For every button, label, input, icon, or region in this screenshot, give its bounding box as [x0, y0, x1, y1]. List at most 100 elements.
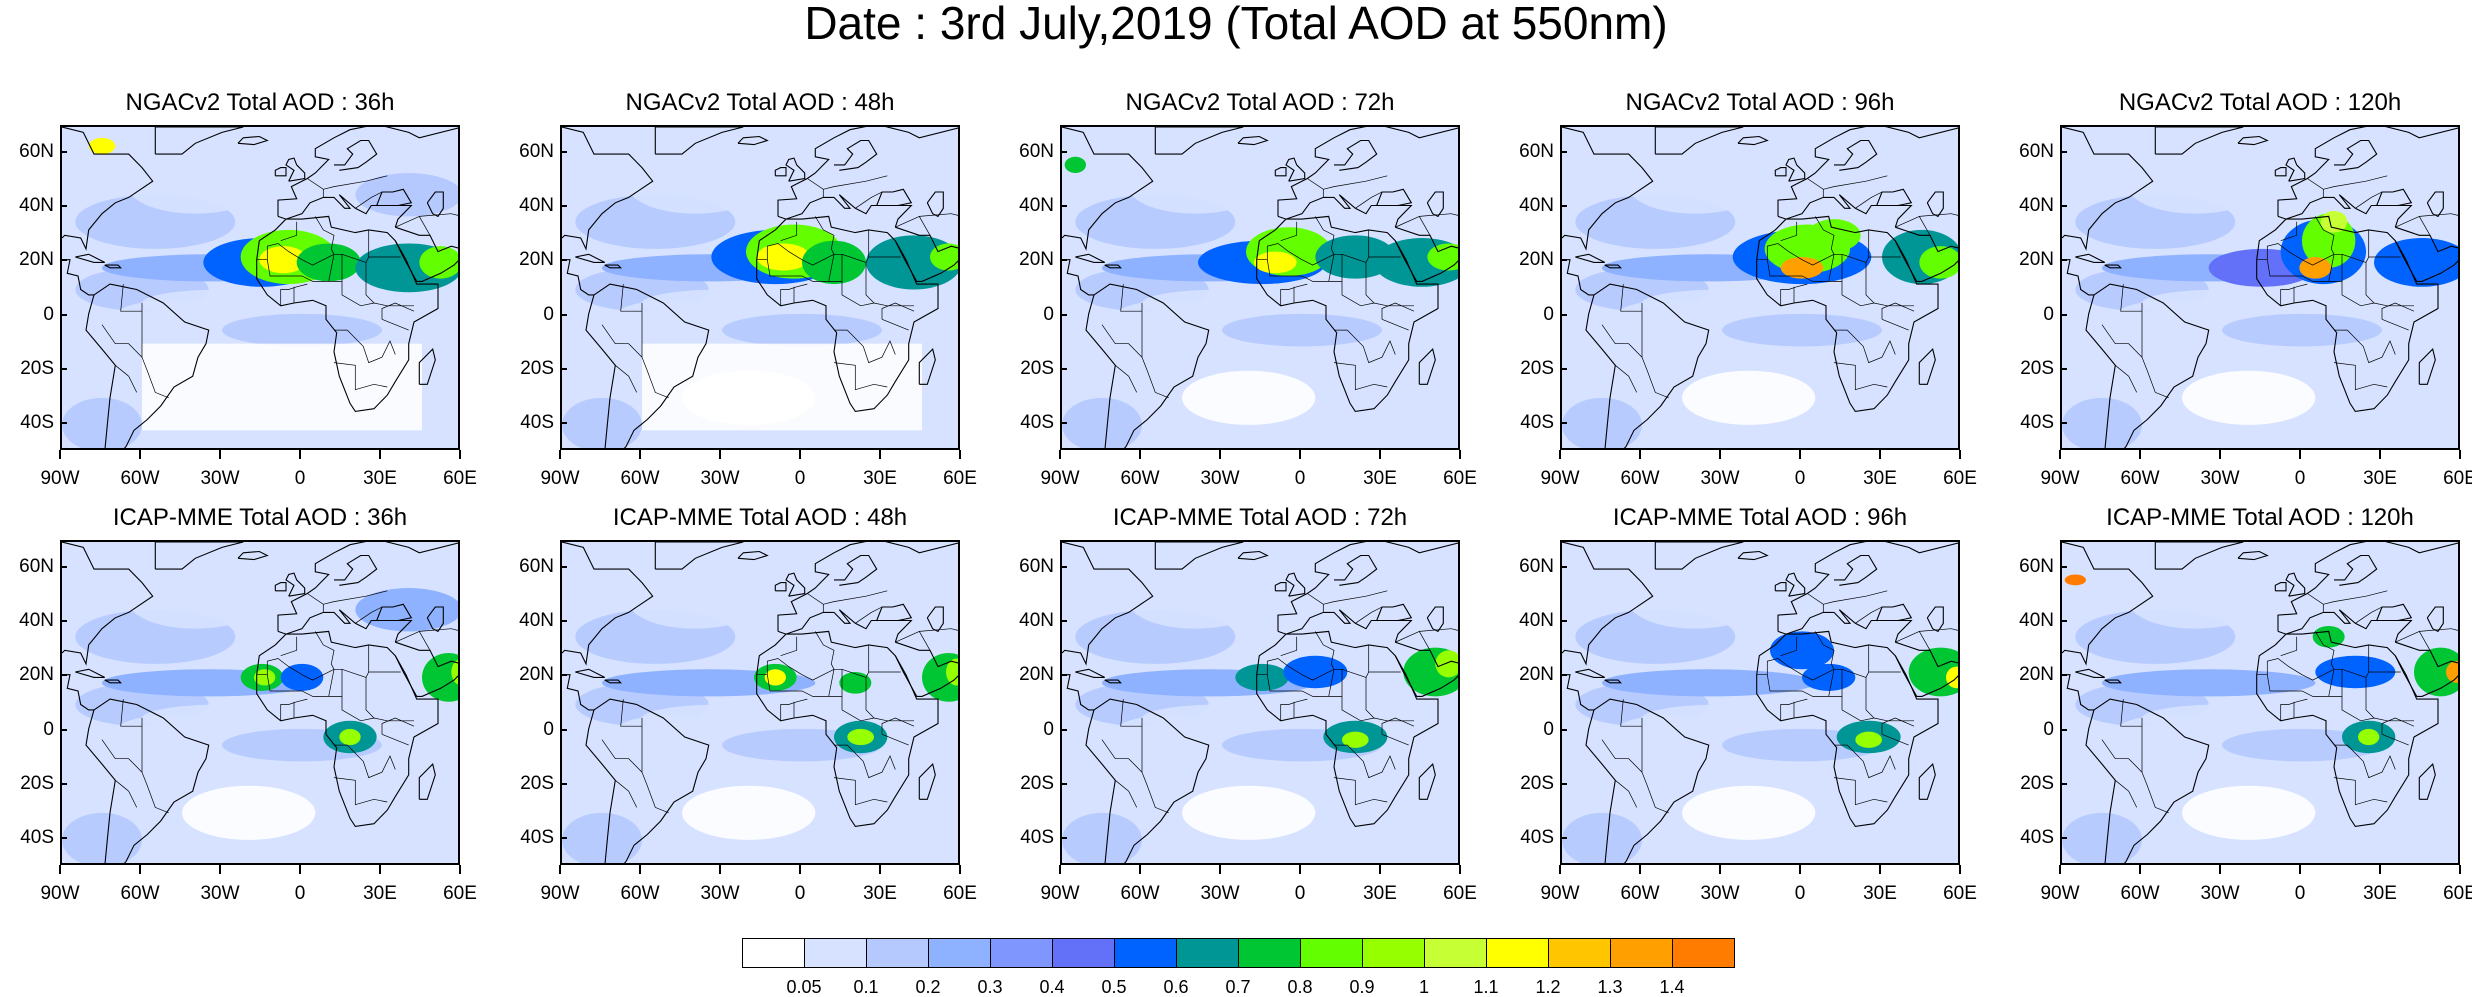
aod-plume: [1908, 647, 1958, 697]
coastline: [2426, 191, 2444, 218]
coastline: [1785, 157, 1806, 182]
country-border: [601, 739, 643, 773]
lon-label: 30W: [700, 468, 740, 489]
aod-map: [60, 540, 460, 865]
lon-tick: [959, 450, 961, 459]
lon-label: 30E: [1363, 883, 1397, 904]
lon-label: 60W: [120, 883, 160, 904]
aod-blob: [2142, 289, 2302, 317]
lon-tick: [1639, 865, 1641, 874]
lon-label: 60E: [1943, 468, 1977, 489]
lon-tick: [1559, 865, 1561, 874]
panel-title: ICAP-MME Total AOD : 48h: [612, 504, 908, 531]
country-border: [814, 216, 835, 255]
lat-tick: [1560, 674, 1567, 677]
lat-tick: [1560, 367, 1567, 370]
lat-label: 0: [1043, 718, 1054, 740]
lon-label: 60E: [1443, 883, 1477, 904]
map-panel: NGACv2 Total AOD : 36h 60N 40N 20N 0 20S 40S 90…: [0, 90, 500, 490]
country-border: [855, 191, 883, 209]
aod-blob: [1182, 370, 1316, 425]
country-border: [641, 303, 669, 399]
colorbar-label: 0.4: [1039, 977, 1065, 997]
coastline: [1274, 167, 1287, 177]
lon-label: 30W: [700, 883, 740, 904]
panel-title: NGACv2 Total AOD : 96h: [1625, 89, 1895, 116]
aod-plume: [1602, 669, 1816, 697]
coastline: [2154, 127, 2244, 155]
lat-label: 40S: [520, 826, 554, 848]
aod-blob: [828, 542, 958, 607]
lon-tick: [2379, 865, 2381, 874]
lat-label: 40S: [1020, 411, 1054, 433]
country-border: [381, 302, 415, 320]
coastline: [2062, 542, 2154, 666]
lon-tick: [1139, 450, 1141, 459]
aod-blob: [1642, 289, 1802, 317]
coastline: [1654, 127, 1744, 155]
lat-tick: [2060, 566, 2067, 569]
coastline: [1334, 139, 1378, 171]
country-border: [1855, 191, 1883, 209]
country-border: [814, 631, 835, 670]
aod-blob: [1142, 289, 1302, 317]
coastline: [1237, 135, 1269, 146]
country-border: [834, 329, 896, 364]
country-border: [2328, 669, 2335, 697]
coastline: [2062, 674, 2094, 711]
coastline: [104, 264, 123, 269]
lat-tick: [1060, 205, 1067, 208]
aod-plume: [1770, 631, 1834, 670]
lat-label: 20N: [2019, 249, 2054, 271]
colorbar-label: 0.2: [915, 977, 941, 997]
lon-label: 30E: [2363, 468, 2397, 489]
coastline: [2075, 668, 2105, 678]
country-border: [833, 362, 888, 391]
aod-plume: [1254, 251, 1297, 274]
lat-tick: [60, 151, 67, 154]
country-border: [333, 362, 388, 391]
coastline: [1334, 554, 1378, 586]
coastline: [1062, 127, 1154, 251]
coastline: [2285, 157, 2306, 182]
country-border: [2115, 780, 2138, 808]
aod-map: [1560, 540, 1960, 865]
lon-label: 30E: [1363, 468, 1397, 489]
country-border: [1780, 283, 1808, 306]
colorbar-swatch: [1610, 938, 1673, 968]
coastline: [75, 253, 105, 263]
coastline: [777, 542, 958, 632]
country-border: [1280, 636, 1298, 657]
lat-tick: [60, 421, 67, 424]
aod-plume: [1919, 246, 1958, 279]
coastline: [426, 191, 444, 218]
lon-tick: [2379, 450, 2381, 459]
lat-tick: [1060, 620, 1067, 623]
aod-map: [560, 125, 960, 450]
lon-label: 60W: [1620, 883, 1660, 904]
country-border: [2141, 718, 2169, 814]
lon-label: 0: [1794, 468, 1806, 489]
coastline: [1737, 135, 1769, 146]
coastline: [1785, 572, 1806, 597]
lat-label: 40S: [20, 826, 54, 848]
lat-label: 40N: [1019, 195, 1054, 217]
country-border: [1834, 744, 1896, 779]
country-border: [280, 636, 298, 657]
aod-blob: [562, 397, 642, 448]
country-border: [1615, 780, 1638, 808]
lon-tick: [879, 865, 881, 874]
coastline: [2085, 283, 2210, 448]
country-border: [2120, 284, 2142, 312]
country-border: [1120, 699, 1142, 727]
country-border: [1780, 636, 1798, 657]
coastline: [562, 674, 594, 711]
lat-tick: [60, 620, 67, 623]
country-border: [1334, 744, 1396, 779]
coastline: [1277, 542, 1458, 632]
aod-field: [2062, 542, 2458, 863]
coastline: [285, 157, 306, 182]
country-border: [314, 631, 335, 670]
country-border: [2419, 628, 2458, 632]
lat-tick: [2060, 836, 2067, 839]
